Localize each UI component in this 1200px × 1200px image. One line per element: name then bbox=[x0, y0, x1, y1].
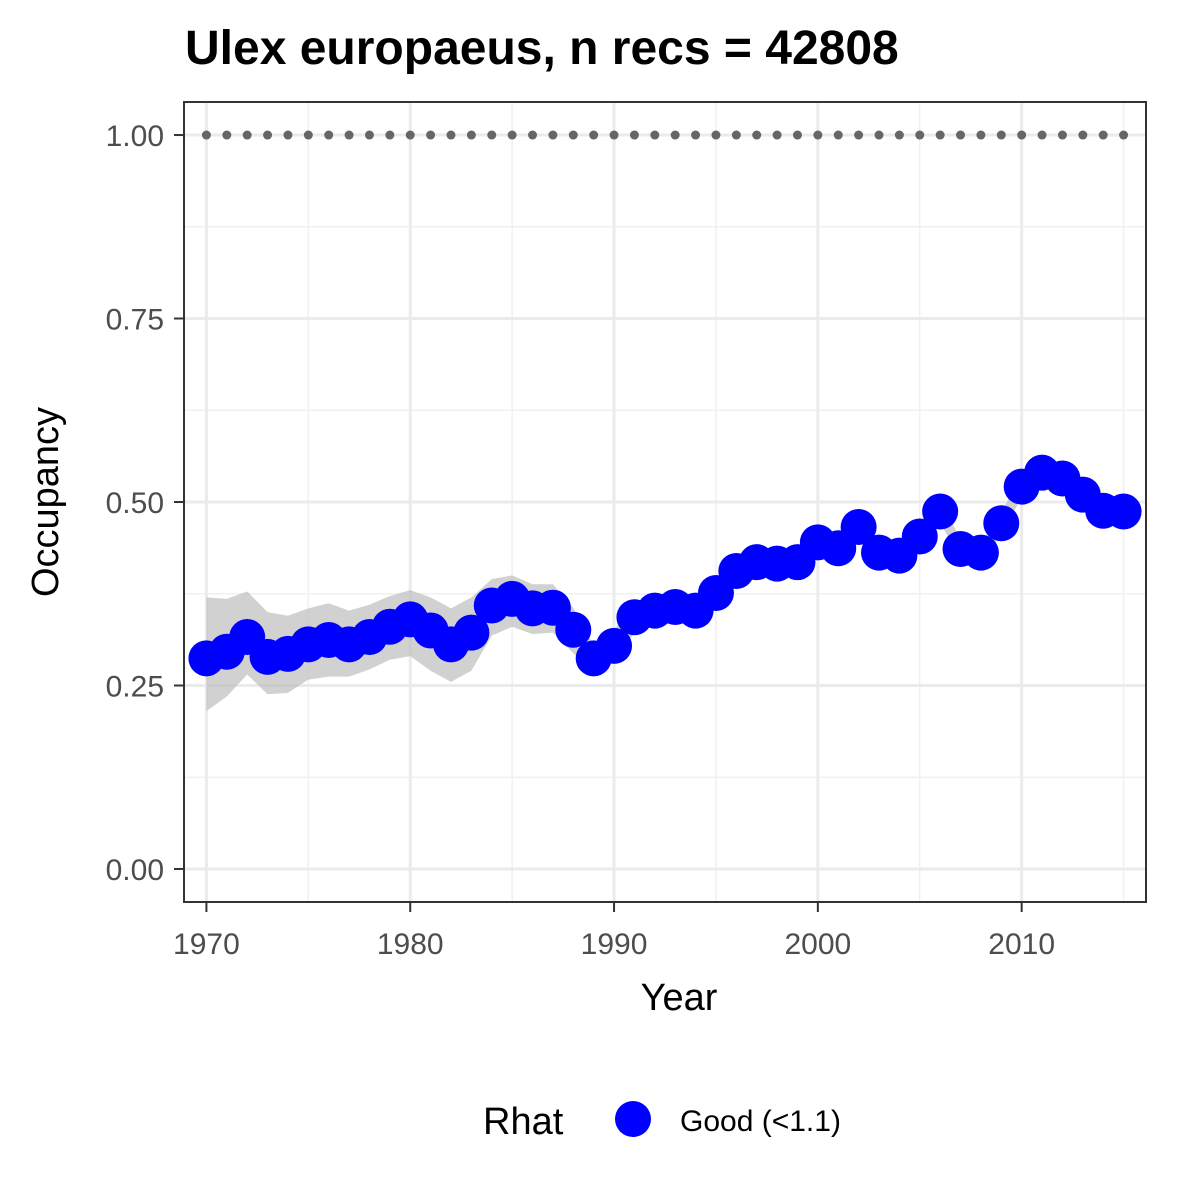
chart-title: Ulex europaeus, n recs = 42808 bbox=[185, 22, 899, 75]
reference-dot bbox=[772, 130, 782, 140]
x-tick-label: 2000 bbox=[784, 928, 851, 961]
reference-dot bbox=[874, 130, 884, 140]
reference-dot bbox=[242, 130, 252, 140]
x-tick-label: 1980 bbox=[377, 928, 444, 961]
legend-title: Rhat bbox=[483, 1101, 564, 1143]
reference-dot bbox=[344, 130, 354, 140]
reference-dot bbox=[1057, 130, 1067, 140]
reference-dot bbox=[283, 130, 293, 140]
data-point bbox=[453, 614, 490, 651]
legend-key-good bbox=[615, 1101, 651, 1137]
y-axis-label: Occupancy bbox=[25, 407, 67, 597]
y-tick-label: 0.25 bbox=[106, 670, 164, 703]
reference-dot bbox=[915, 130, 925, 140]
reference-dot bbox=[1119, 130, 1129, 140]
reference-dot bbox=[711, 130, 721, 140]
data-point bbox=[983, 505, 1020, 542]
data-points bbox=[188, 454, 1142, 677]
reference-dot bbox=[609, 130, 619, 140]
reference-dot bbox=[426, 130, 436, 140]
reference-dot bbox=[324, 130, 334, 140]
reference-dot bbox=[1078, 130, 1088, 140]
data-point bbox=[596, 627, 633, 664]
reference-dot bbox=[222, 130, 232, 140]
reference-dot bbox=[568, 130, 578, 140]
data-point bbox=[840, 508, 877, 545]
y-tick-label: 1.00 bbox=[106, 120, 164, 153]
reference-dot bbox=[303, 130, 313, 140]
reference-dot bbox=[792, 130, 802, 140]
reference-dot bbox=[854, 130, 864, 140]
reference-dot bbox=[446, 130, 456, 140]
data-point bbox=[555, 611, 592, 648]
reference-line bbox=[201, 130, 1129, 140]
reference-dot bbox=[589, 130, 599, 140]
reference-dot bbox=[201, 130, 211, 140]
y-tick-label: 0.00 bbox=[106, 854, 164, 887]
reference-dot bbox=[1098, 130, 1108, 140]
plot-panel bbox=[183, 101, 1147, 903]
reference-dot bbox=[548, 130, 558, 140]
reference-dot bbox=[466, 130, 476, 140]
reference-dot bbox=[813, 130, 823, 140]
reference-dot bbox=[528, 130, 538, 140]
reference-dot bbox=[507, 130, 517, 140]
y-axis: 0.00 0.25 0.50 0.75 1.00 bbox=[106, 120, 184, 887]
reference-dot bbox=[1017, 130, 1027, 140]
reference-dot bbox=[670, 130, 680, 140]
data-point bbox=[962, 534, 999, 571]
reference-dot bbox=[629, 130, 639, 140]
reference-dot bbox=[976, 130, 986, 140]
reference-dot bbox=[691, 130, 701, 140]
data-point bbox=[901, 518, 938, 555]
x-tick-label: 1990 bbox=[581, 928, 648, 961]
reference-dot bbox=[833, 130, 843, 140]
reference-dot bbox=[263, 130, 273, 140]
data-point bbox=[922, 493, 959, 530]
reference-dot bbox=[364, 130, 374, 140]
legend: Rhat Good (<1.1) bbox=[483, 1101, 841, 1143]
data-point bbox=[1105, 493, 1142, 530]
reference-dot bbox=[405, 130, 415, 140]
gridlines bbox=[184, 102, 1146, 902]
reference-dot bbox=[935, 130, 945, 140]
reference-dot bbox=[894, 130, 904, 140]
reference-dot bbox=[752, 130, 762, 140]
y-tick-label: 0.75 bbox=[106, 304, 164, 337]
reference-dot bbox=[385, 130, 395, 140]
x-axis: 1970 1980 1990 2000 2010 bbox=[173, 902, 1055, 961]
reference-dot bbox=[650, 130, 660, 140]
legend-label-good: Good (<1.1) bbox=[680, 1105, 841, 1138]
x-tick-label: 2010 bbox=[988, 928, 1055, 961]
x-axis-label: Year bbox=[641, 977, 718, 1019]
reference-dot bbox=[1037, 130, 1047, 140]
y-tick-label: 0.50 bbox=[106, 487, 164, 520]
reference-dot bbox=[731, 130, 741, 140]
reference-dot bbox=[996, 130, 1006, 140]
reference-dot bbox=[487, 130, 497, 140]
reference-dot bbox=[956, 130, 966, 140]
x-tick-label: 1970 bbox=[173, 928, 240, 961]
